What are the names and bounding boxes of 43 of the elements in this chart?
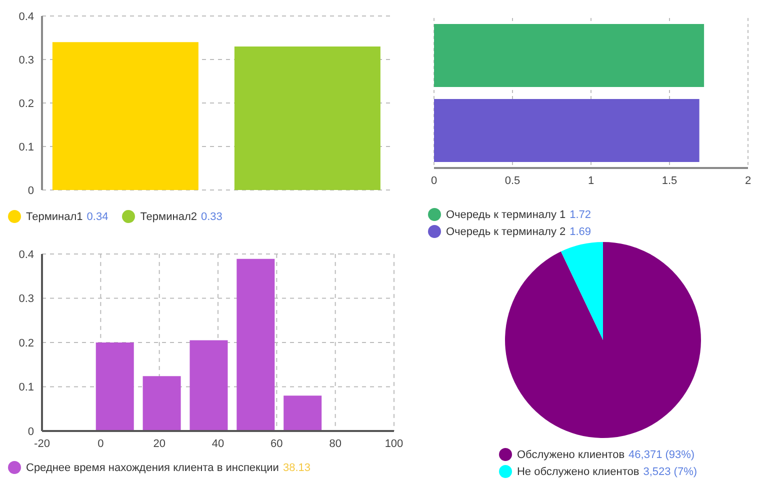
x-tick-label: 80: [329, 438, 342, 450]
text: 0.33: [200, 210, 222, 222]
legend-label: Очередь к терминалу 1: [446, 208, 566, 220]
x-tick-label: 1: [588, 174, 594, 187]
text: 0.34: [86, 210, 108, 222]
bar: [142, 376, 181, 431]
bar: [236, 258, 275, 431]
text: 1.69: [570, 226, 592, 238]
y-tick-label: 0: [28, 426, 34, 438]
y-tick-label: 0.3: [18, 293, 34, 306]
x-tick-label: 0: [98, 438, 104, 450]
data-label: 46,371 (93%): [628, 448, 695, 460]
pie-slice: [560, 242, 603, 340]
y-tick-label: 0.2: [18, 98, 34, 110]
x-tick-label: 40: [212, 438, 224, 450]
x-tick-label: 60: [270, 438, 283, 450]
pie-slice: [505, 242, 701, 438]
y-tick-label: 0.1: [18, 141, 34, 154]
bar: [190, 340, 228, 431]
bar: [284, 396, 322, 431]
y-tick-label: 0.2: [18, 337, 34, 350]
legend-label: Не обслужено клиентов: [516, 466, 640, 478]
y-tick-label: 0.4: [18, 10, 34, 23]
x-tick-label: 100: [384, 438, 404, 450]
x-tick-label: -20: [34, 438, 50, 450]
x-tick-label: 0: [430, 174, 438, 187]
legend-label: Терминал1: [26, 210, 83, 222]
text: 38.13: [282, 462, 310, 474]
bar: [96, 342, 134, 431]
x-tick-label: 2: [744, 174, 752, 187]
x-tick-label: 0.5: [504, 174, 520, 187]
legend-label: Среднее время нахождения клиента в инспекции: [26, 462, 279, 474]
y-tick-label: 0.1: [18, 382, 34, 394]
data-label: 3,523 (7%): [643, 466, 698, 478]
x-tick-label: 20: [153, 438, 166, 450]
text: 1.72: [570, 208, 592, 220]
legend-label: Очередь к терминалу 2: [446, 226, 566, 238]
y-tick-label: 0.3: [18, 54, 34, 66]
legend-label: Терминал2: [140, 210, 197, 222]
y-tick-label: 0: [28, 184, 34, 197]
x-tick-label: 1.5: [662, 174, 678, 187]
y-tick-label: 0.4: [18, 248, 34, 261]
legend-label: Обслужено клиентов: [516, 448, 625, 460]
